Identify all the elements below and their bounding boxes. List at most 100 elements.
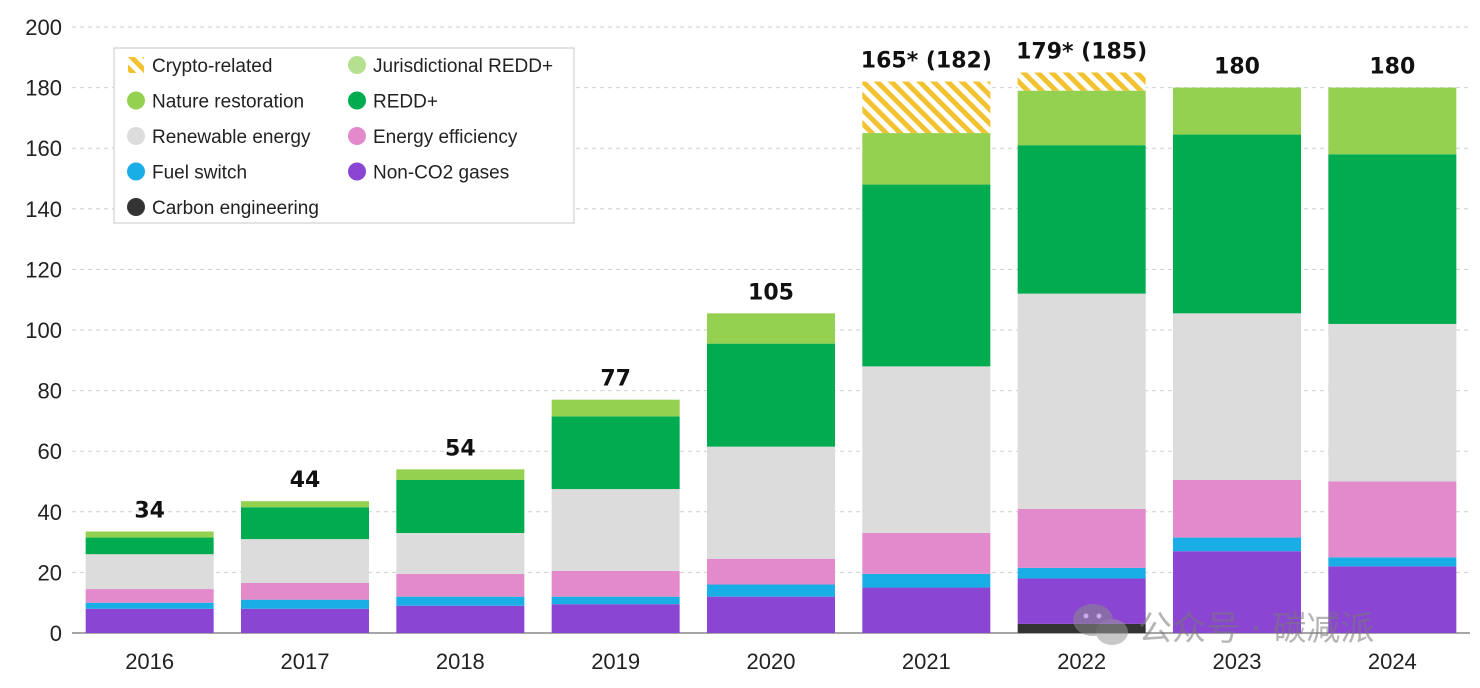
- bar-segment: [1017, 145, 1146, 294]
- total-label: 180: [1214, 55, 1260, 80]
- y-tick-label: 60: [38, 439, 62, 464]
- bar-segment: [707, 343, 835, 447]
- bar-segment: [707, 596, 835, 633]
- circle-icon: [348, 56, 366, 74]
- bar-segment: [396, 469, 525, 480]
- bar-segment: [551, 604, 680, 633]
- total-label: 105: [748, 280, 794, 305]
- bar-segment: [396, 605, 525, 633]
- bar-segment: [85, 554, 214, 590]
- watermark-text: 公众号 · 碳减派: [1138, 609, 1374, 649]
- bar-segment: [241, 608, 369, 633]
- legend-label: REDD+: [373, 92, 438, 113]
- y-tick-label: 100: [25, 318, 62, 343]
- bar-segment: [1328, 323, 1457, 482]
- y-tick-label: 80: [38, 379, 62, 404]
- legend-box: [113, 47, 575, 224]
- bar-segment: [1017, 567, 1146, 579]
- circle-icon: [127, 162, 145, 181]
- y-tick-label: 200: [25, 15, 62, 40]
- bar-segment: [85, 531, 214, 538]
- legend-label: Energy efficiency: [373, 127, 518, 148]
- wechat-icon: [1073, 604, 1128, 645]
- bar-segment: [85, 589, 214, 603]
- bar-segment: [1173, 479, 1301, 538]
- bar-segment: [1017, 508, 1146, 568]
- bar-segment: [85, 602, 214, 609]
- bar-segment: [551, 416, 680, 490]
- y-axis-ticks: 0 20 40 60 80 100 120 140 160 180 200: [25, 15, 62, 646]
- total-label: 179* (185): [1016, 39, 1147, 64]
- legend-label: Renewable energy: [152, 127, 311, 148]
- x-tick-label: 2019: [591, 649, 640, 674]
- circle-icon: [127, 198, 145, 216]
- bar-segment: [241, 583, 369, 600]
- bar-segment: [241, 501, 369, 508]
- legend: Crypto-related Jurisdictional REDD+ Nature…: [113, 47, 575, 224]
- total-labels: 34 44 54 77 105 165* (182) 179* (185) 180 180: [134, 39, 1415, 523]
- y-tick-label: 180: [25, 76, 62, 101]
- bar-segment: [862, 587, 991, 633]
- bar-segment: [1173, 313, 1301, 480]
- x-axis-ticks: 2016 2017 2018 2019 2020 2021 2022 2023 2024: [125, 649, 1417, 674]
- bar-segment: [396, 479, 525, 534]
- y-tick-label: 20: [38, 560, 62, 585]
- bar-segment: [862, 573, 991, 588]
- bar-segment: [1173, 134, 1301, 314]
- x-tick-label: 2021: [902, 649, 951, 674]
- bar-segment: [1328, 87, 1457, 155]
- x-tick-label: 2018: [436, 649, 485, 674]
- x-tick-label: 2022: [1057, 649, 1106, 674]
- x-tick-label: 2017: [281, 649, 330, 674]
- bar-segment: [551, 489, 680, 571]
- legend-label: Nature restoration: [152, 92, 304, 113]
- circle-icon: [348, 162, 366, 181]
- bar-segment: [551, 570, 680, 597]
- x-tick-label: 2016: [125, 649, 174, 674]
- bar-segment: [1328, 566, 1457, 633]
- legend-label: Carbon engineering: [152, 198, 319, 219]
- bar-segment: [707, 558, 835, 585]
- bar-segment: [85, 537, 214, 555]
- y-tick-label: 40: [38, 500, 62, 525]
- y-tick-label: 140: [25, 197, 62, 222]
- bar-segment: [707, 313, 835, 344]
- y-tick-label: 120: [25, 257, 62, 282]
- bar-segment: [862, 366, 991, 534]
- circle-icon: [348, 91, 366, 110]
- x-tick-label: 2024: [1368, 649, 1417, 674]
- watermark: 公众号 · 碳减派: [1073, 604, 1374, 649]
- x-tick-label: 2020: [747, 649, 796, 674]
- bar-segment: [241, 599, 369, 609]
- total-label: 54: [445, 436, 476, 461]
- bar-segment: [1173, 551, 1301, 633]
- bar-segment: [1017, 72, 1146, 91]
- total-label: 180: [1369, 55, 1415, 80]
- bar-segment: [707, 584, 835, 597]
- bar-segment: [551, 596, 680, 605]
- bar-segment: [862, 81, 991, 134]
- hatched-square-icon: [128, 57, 144, 73]
- bar-segment: [241, 507, 369, 540]
- bar-segment: [396, 596, 525, 606]
- bar-segment: [862, 533, 991, 574]
- bar-segment: [862, 133, 991, 185]
- circle-icon: [127, 91, 145, 110]
- circle-icon: [348, 127, 366, 145]
- y-tick-label: 0: [50, 621, 62, 646]
- bar-segment: [396, 573, 525, 597]
- bar-segment: [241, 539, 369, 584]
- bar-segment: [1173, 87, 1301, 135]
- bar-segment: [1328, 154, 1457, 324]
- bar-segment: [1173, 537, 1301, 552]
- legend-label: Fuel switch: [152, 163, 247, 184]
- y-tick-label: 160: [25, 136, 62, 161]
- bar-segment: [551, 399, 680, 417]
- bar-segment: [1017, 293, 1146, 509]
- bars: [85, 72, 1457, 633]
- total-label: 165* (182): [861, 49, 992, 74]
- bar-segment: [707, 446, 835, 559]
- legend-label: Jurisdictional REDD+: [373, 56, 553, 77]
- bar-segment: [862, 184, 991, 367]
- bar-segment: [1017, 90, 1146, 146]
